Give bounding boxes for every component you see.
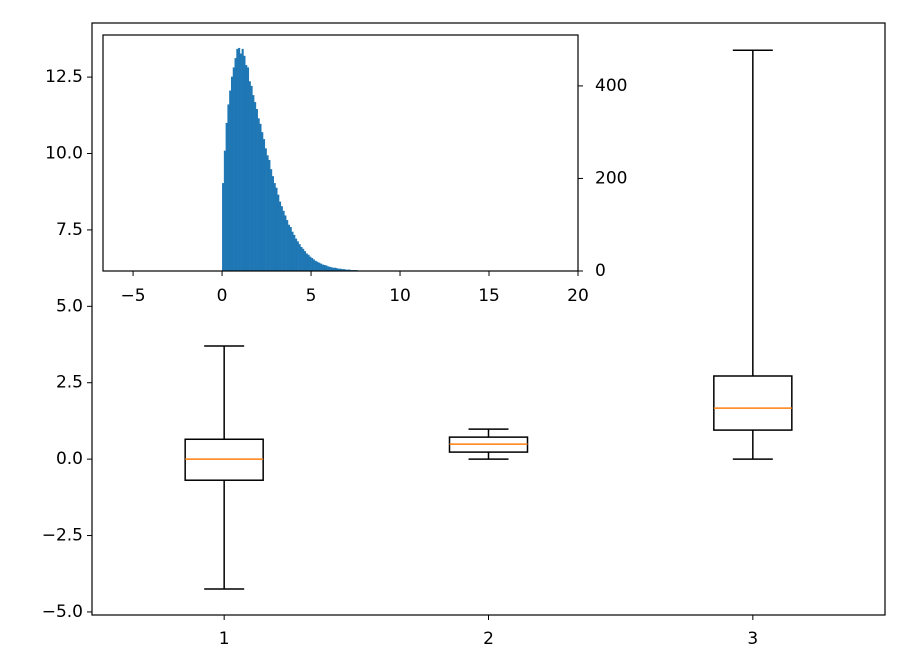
hist-bar xyxy=(273,183,276,271)
y-tick-label: 5.0 xyxy=(56,296,83,316)
hist-bar xyxy=(325,265,328,271)
y-tick-label: 7.5 xyxy=(56,220,83,240)
x-tick-label: 0 xyxy=(217,286,228,306)
x-tick-label: 3 xyxy=(747,629,758,649)
hist-bar xyxy=(275,187,278,271)
hist-bar xyxy=(296,241,299,271)
inset-background xyxy=(103,35,578,271)
hist-bar xyxy=(293,234,296,271)
hist-bar xyxy=(328,266,331,271)
hist-bar xyxy=(259,123,262,271)
x-tick-label: 10 xyxy=(389,286,411,306)
hist-bar xyxy=(289,227,292,271)
hist-bar xyxy=(262,139,266,271)
hist-bar xyxy=(257,118,260,271)
hist-bar xyxy=(232,67,235,272)
hist-bar xyxy=(330,267,333,271)
hist-bar xyxy=(239,53,242,272)
hist-bar xyxy=(307,254,310,271)
hist-bar xyxy=(255,109,258,271)
axes-frame xyxy=(91,22,886,616)
hist-bar xyxy=(245,65,248,271)
hist-bar xyxy=(241,48,244,271)
hist-bar xyxy=(300,246,303,271)
hist-bar xyxy=(295,238,298,271)
y-tick-label: 400 xyxy=(595,76,627,96)
hist-bar xyxy=(238,47,241,271)
hist-bar xyxy=(243,55,246,271)
hist-bar xyxy=(252,95,255,271)
hist-bar xyxy=(323,264,326,271)
x-tick-label: 20 xyxy=(567,286,589,306)
hist-bar xyxy=(246,67,250,272)
hist-bar xyxy=(302,248,305,271)
x-tick-label: 1 xyxy=(219,629,230,649)
hist-bar xyxy=(321,264,324,271)
hist-bar xyxy=(335,268,339,271)
hist-bar xyxy=(222,183,225,271)
x-tick-label: 5 xyxy=(306,286,317,306)
box xyxy=(713,375,793,431)
inset-frame xyxy=(102,34,579,272)
hist-bar xyxy=(303,251,307,271)
hist-bar xyxy=(311,258,314,271)
hist-bar xyxy=(312,259,315,271)
hist-bar xyxy=(348,269,351,271)
y-tick-label: 0 xyxy=(595,261,606,281)
x-tick-label: 2 xyxy=(483,629,494,649)
x-tick-label: −5 xyxy=(121,286,146,306)
hist-bar xyxy=(268,159,271,271)
hist-bar xyxy=(286,220,289,271)
hist-bar xyxy=(341,269,344,271)
hist-bar xyxy=(314,260,317,271)
y-tick-label: −2.5 xyxy=(42,526,83,546)
hist-bar xyxy=(291,231,294,271)
hist-bar xyxy=(230,76,234,271)
hist-bar xyxy=(319,263,323,271)
hist-bar xyxy=(339,268,342,271)
hist-bar xyxy=(225,122,228,271)
hist-bar xyxy=(318,262,321,271)
hist-bar xyxy=(309,256,312,271)
y-tick-label: −5.0 xyxy=(42,602,83,622)
y-tick-label: 10.0 xyxy=(45,144,83,164)
hist-bar xyxy=(271,176,274,271)
hist-bar xyxy=(223,150,226,271)
hist-bar xyxy=(264,148,267,271)
hist-bar xyxy=(344,269,347,271)
hist-bar xyxy=(316,261,319,271)
y-tick-label: 12.5 xyxy=(45,67,83,87)
hist-bar xyxy=(277,194,280,271)
hist-bar xyxy=(332,267,335,271)
hist-bar xyxy=(270,169,273,271)
hist-bar xyxy=(327,266,330,271)
hist-bar xyxy=(287,224,290,271)
hist-bar xyxy=(234,58,237,272)
x-tick-label: 15 xyxy=(478,286,500,306)
hist-bar xyxy=(337,268,340,271)
hist-bar xyxy=(248,81,251,272)
hist-bar xyxy=(282,210,285,271)
hist-bar xyxy=(279,201,282,271)
hist-bar xyxy=(261,132,264,271)
hist-bar xyxy=(298,244,301,271)
hist-bar xyxy=(229,90,232,271)
hist-bar xyxy=(334,267,337,271)
y-tick-label: 2.5 xyxy=(56,373,83,393)
hist-bar xyxy=(305,253,308,271)
y-tick-label: 200 xyxy=(595,168,627,188)
hist-bar xyxy=(346,269,349,271)
hist-bar xyxy=(284,215,287,271)
hist-bar xyxy=(266,155,269,271)
hist-bar xyxy=(254,102,257,271)
y-tick-label: 0.0 xyxy=(56,449,83,469)
hist-bar xyxy=(236,48,239,271)
hist-bar xyxy=(343,269,346,271)
hist-bar xyxy=(250,85,253,271)
hist-bar xyxy=(227,104,230,271)
hist-bar xyxy=(280,206,283,271)
